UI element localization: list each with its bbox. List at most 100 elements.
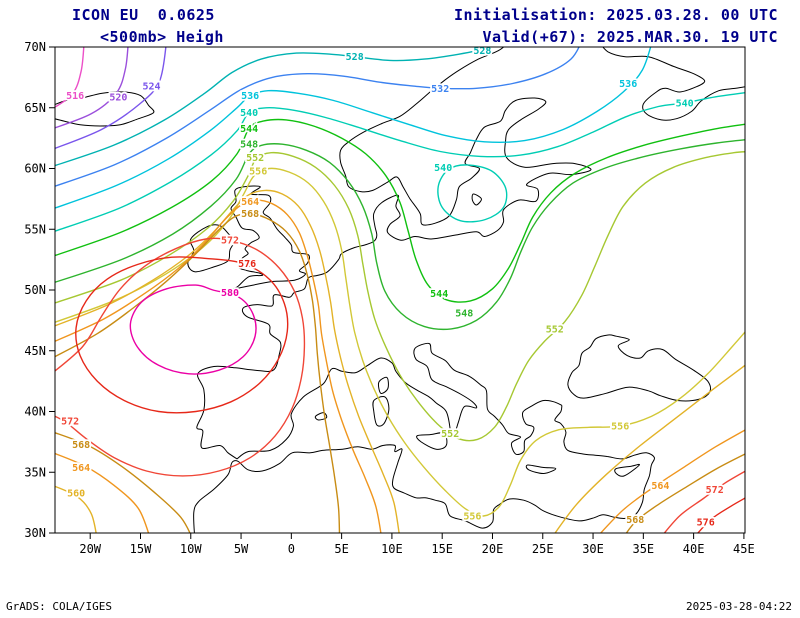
contour-labels-layer: 516 520 524 528 528 532 536 536 540 540 540 544 544 5… xyxy=(59,46,725,530)
contours-layer xyxy=(55,47,745,533)
coastlines-layer xyxy=(55,47,745,533)
contour-label-548: 548 xyxy=(455,309,473,320)
contour-label-536: 536 xyxy=(619,79,637,90)
contour-label-568: 568 xyxy=(72,440,90,451)
contour-532 xyxy=(55,47,580,187)
x-tick-label: 45E xyxy=(733,542,755,556)
contour-576 xyxy=(696,497,745,533)
x-tick-label: 25E xyxy=(532,542,554,556)
contour-568 xyxy=(625,453,745,533)
contour-label-524: 524 xyxy=(142,81,160,92)
coastline-africa-levant-aegean xyxy=(193,405,656,533)
contour-label-580: 580 xyxy=(221,288,239,299)
contour-label-556: 556 xyxy=(249,166,267,177)
contour-label-564: 564 xyxy=(651,481,669,492)
x-tick-label: 10E xyxy=(381,542,403,556)
x-tick-label: 15W xyxy=(130,542,152,556)
contour-label-552: 552 xyxy=(441,429,459,440)
contour-552 xyxy=(55,151,745,442)
contour-572 xyxy=(55,237,306,477)
y-tick-label: 55N xyxy=(24,222,46,236)
x-tick-label: 40E xyxy=(683,542,705,556)
contour-label-552: 552 xyxy=(246,153,264,164)
contour-label-568: 568 xyxy=(241,209,259,220)
map-frame xyxy=(54,46,746,534)
x-tick-label: 20E xyxy=(482,542,504,556)
contour-label-536: 536 xyxy=(241,91,259,102)
contour-568 xyxy=(55,431,191,533)
contour-label-532: 532 xyxy=(431,84,449,95)
coastline-britain xyxy=(230,185,311,290)
contour-label-540: 540 xyxy=(240,108,258,119)
contour-label-576: 576 xyxy=(238,259,256,270)
model-title: ICON EU 0.0625 xyxy=(72,6,215,24)
contour-528 xyxy=(55,47,491,167)
y-tick-label: 30N xyxy=(24,526,46,540)
coastline-crete xyxy=(525,464,557,475)
coastline-gotland xyxy=(471,193,482,206)
y-tick-label: 50N xyxy=(24,283,46,297)
contour-label-572: 572 xyxy=(221,236,239,247)
contour-560 xyxy=(55,189,400,533)
contour-label-564: 564 xyxy=(241,197,259,208)
contour-label-520: 520 xyxy=(109,92,127,103)
contour-label-564: 564 xyxy=(72,463,90,474)
x-tick-label: 30E xyxy=(582,542,604,556)
coastline-corsica xyxy=(377,376,389,394)
x-tick-label: 5E xyxy=(334,542,348,556)
contour-label-516: 516 xyxy=(66,91,84,102)
contour-540 xyxy=(437,164,508,223)
contour-560 xyxy=(554,364,745,533)
contour-label-544: 544 xyxy=(430,289,448,300)
y-tick-label: 35N xyxy=(24,465,46,479)
init-time: Initialisation: 2025.03.28. 00 UTC xyxy=(453,6,778,24)
coastline-kola-white-sea xyxy=(602,47,745,121)
contour-572 xyxy=(663,470,745,533)
coastline-black-sea xyxy=(567,334,711,402)
contour-label-548: 548 xyxy=(240,140,258,151)
contour-label-572: 572 xyxy=(61,417,79,428)
coastline-ireland xyxy=(187,224,237,273)
field-title: <500mb> Heigh xyxy=(100,28,224,46)
contour-544 xyxy=(55,118,745,303)
contour-label-572: 572 xyxy=(706,485,724,496)
contour-label-528: 528 xyxy=(346,52,364,63)
coastline-sicily xyxy=(416,432,448,450)
contour-536 xyxy=(55,47,652,209)
x-tick-label: 20W xyxy=(79,542,101,556)
contour-556 xyxy=(55,167,745,517)
y-tick-label: 65N xyxy=(24,101,46,115)
contour-label-528: 528 xyxy=(473,46,491,57)
contour-label-540: 540 xyxy=(434,163,452,174)
contour-580 xyxy=(129,284,257,375)
contour-520 xyxy=(55,47,129,129)
contour-564 xyxy=(599,429,745,533)
generated-timestamp: 2025-03-28-04:22 xyxy=(686,600,792,613)
y-tick-label: 40N xyxy=(24,405,46,419)
axes-layer: 20W 15W 10W 5W 0 5E 10E 15E 20E 25E 30E 35E 40E 45E 30… xyxy=(24,40,754,556)
x-tick-label: 10W xyxy=(180,542,202,556)
contour-label-540: 540 xyxy=(676,98,694,109)
contour-560 xyxy=(55,485,97,533)
contour-label-556: 556 xyxy=(611,422,629,433)
valid-time: Valid(+67): 2025.MAR.30. 19 UTC xyxy=(482,28,778,46)
contour-568 xyxy=(55,212,341,533)
coastline-europe-mediterranean xyxy=(236,342,563,460)
x-tick-label: 15E xyxy=(431,542,453,556)
contour-label-576: 576 xyxy=(697,518,715,529)
x-tick-label: 5W xyxy=(234,542,249,556)
y-tick-label: 70N xyxy=(24,40,46,54)
x-tick-label: 0 xyxy=(288,542,295,556)
contour-564 xyxy=(55,199,382,533)
coastline-mallorca xyxy=(314,412,328,421)
grads-credit: GrADS: COLA/IGES xyxy=(6,600,112,613)
y-tick-label: 60N xyxy=(24,162,46,176)
contour-548 xyxy=(55,139,745,331)
contour-label-556: 556 xyxy=(463,512,481,523)
contour-label-568: 568 xyxy=(626,515,644,526)
y-tick-label: 45N xyxy=(24,344,46,358)
coastline-sardinia xyxy=(372,396,390,427)
contour-564 xyxy=(55,452,150,533)
contour-label-560: 560 xyxy=(67,488,85,499)
